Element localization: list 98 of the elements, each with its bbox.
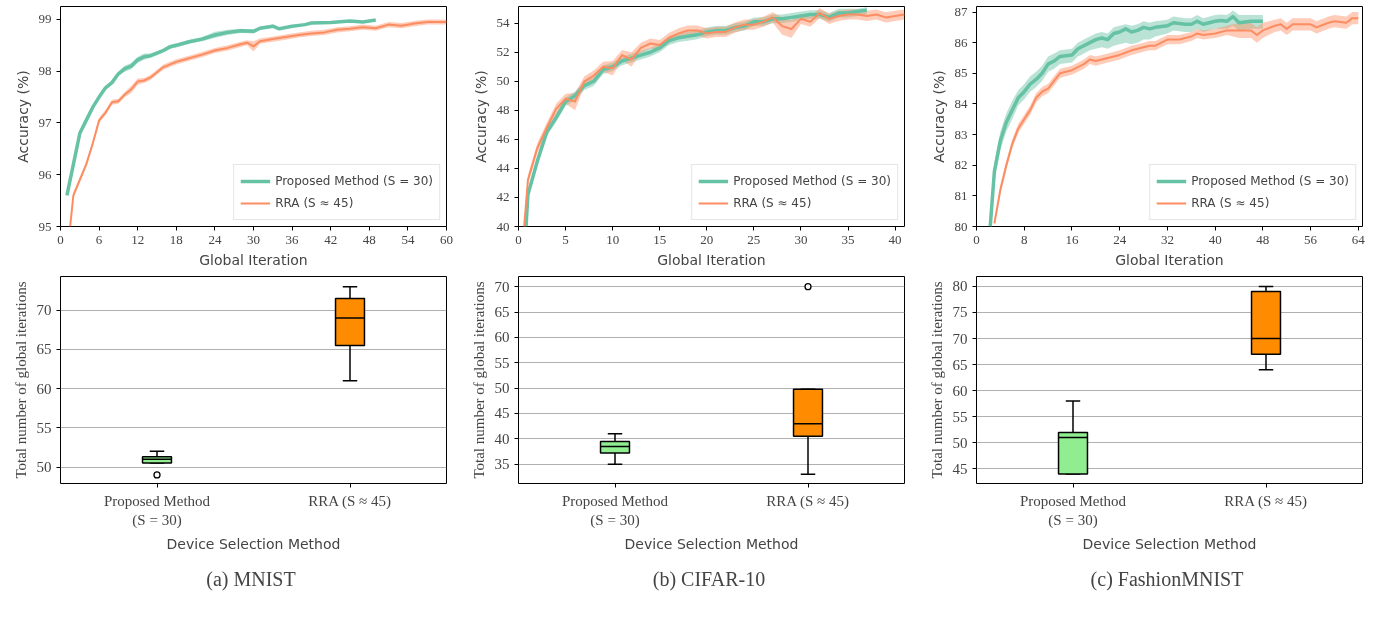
text: (c) FashionMNIST: [1090, 567, 1244, 591]
x-tick-label: 54: [401, 231, 415, 247]
y-tick-label: 65: [36, 341, 52, 358]
x-tick-label: 10: [606, 231, 620, 247]
x-tick-label: RRA (S ≈ 45): [766, 492, 850, 510]
y-axis-title: Accuracy (%): [472, 70, 489, 163]
x-tick-label: 56: [1304, 231, 1318, 247]
x-axis-title: Global Iteration: [1115, 251, 1224, 268]
x-tick-label: 0: [973, 231, 980, 247]
legend-label: Proposed Method (S = 30): [1191, 174, 1349, 188]
x-axis-title: Device Selection Method: [624, 535, 799, 552]
x-tick-label: 8: [1020, 231, 1028, 247]
x-tick-label: 30: [247, 231, 260, 247]
x-tick-label: 24: [208, 231, 222, 247]
y-axis-title: Total number of global iterations: [12, 281, 29, 479]
y-axis-title: Total number of global iterations: [470, 281, 487, 479]
y-tick-label: 95: [38, 218, 52, 234]
x-tick-label: 64: [1351, 231, 1366, 247]
y-tick-label: 98: [38, 63, 52, 79]
y-tick-label: 42: [496, 189, 510, 205]
x-tick-label: 48: [362, 231, 376, 247]
x-tick-label: 25: [747, 231, 761, 247]
y-tick-label: 50: [494, 380, 510, 397]
x-tick-label: 15: [653, 231, 667, 247]
y-tick-label: 65: [952, 356, 968, 373]
x-tick-label: 12: [131, 231, 145, 247]
y-tick-label: 50: [496, 73, 510, 89]
y-tick-label: 82: [954, 157, 968, 173]
x-tick-label: 0: [515, 231, 522, 247]
y-tick-label: 44: [496, 160, 510, 176]
y-tick-label: 60: [494, 329, 510, 346]
x-tick-label: 40: [1208, 231, 1222, 247]
x-tick-label: 40: [888, 231, 902, 247]
y-tick-label: 55: [952, 408, 968, 425]
y-axis-title: Accuracy (%): [14, 70, 31, 163]
y-tick-label: 54: [496, 15, 510, 31]
x-axis-title: Device Selection Method: [1082, 535, 1257, 552]
legend-label: RRA (S ≈ 45): [275, 196, 354, 210]
text: (a) MNIST: [206, 567, 296, 591]
x-tick-label: RRA (S ≈ 45): [308, 492, 392, 510]
x-tick-label: 5: [562, 231, 569, 247]
x-tick-label: 42: [324, 231, 338, 247]
legend-label: RRA (S ≈ 45): [733, 196, 812, 210]
y-tick-label: 48: [496, 102, 510, 118]
y-tick-label: 85: [954, 65, 968, 81]
x-axis-title: Global Iteration: [199, 251, 308, 268]
y-tick-label: 97: [38, 114, 52, 130]
x-tick-label: 20: [700, 231, 714, 247]
y-tick-label: 60: [952, 382, 968, 399]
x-tick-label: 32: [1160, 231, 1174, 247]
y-tick-label: 40: [494, 430, 510, 447]
y-tick-label: 52: [496, 44, 510, 60]
y-axis-title: Accuracy (%): [930, 70, 947, 163]
y-tick-label: 81: [954, 187, 968, 203]
x-tick-label: 60: [440, 231, 453, 247]
x-axis-title: Device Selection Method: [166, 535, 341, 552]
y-tick-label: 84: [954, 95, 968, 111]
y-tick-label: 87: [954, 4, 968, 20]
x-tick-label: 36: [285, 231, 300, 247]
y-tick-label: 46: [496, 131, 510, 147]
x-tick-label: Proposed Method (S = 30): [103, 492, 211, 529]
y-tick-label: 35: [494, 456, 510, 473]
x-tick-label: Proposed Method (S = 30): [561, 492, 669, 529]
x-tick-label: 6: [95, 231, 103, 247]
y-tick-label: 45: [952, 460, 968, 477]
y-tick-label: 80: [954, 218, 968, 234]
x-tick-label: 35: [841, 231, 855, 247]
y-tick-label: 99: [38, 11, 52, 27]
x-tick-label: 30: [794, 231, 808, 247]
y-tick-label: 45: [494, 405, 510, 422]
text: (b) CIFAR-10: [652, 567, 766, 591]
y-tick-label: 65: [494, 304, 510, 321]
x-tick-label: 0: [57, 231, 64, 247]
legend-label: Proposed Method (S = 30): [275, 174, 433, 188]
x-tick-label: RRA (S ≈ 45): [1224, 492, 1308, 510]
y-tick-label: 55: [36, 419, 52, 436]
y-tick-label: 75: [952, 304, 968, 321]
legend-label: RRA (S ≈ 45): [1191, 196, 1270, 210]
y-tick-label: 60: [36, 380, 52, 397]
y-tick-label: 83: [954, 126, 968, 142]
y-tick-label: 55: [494, 354, 510, 371]
x-tick-label: 48: [1256, 231, 1270, 247]
y-tick-label: 86: [954, 34, 968, 50]
x-tick-label: 24: [1113, 231, 1127, 247]
x-tick-label: 18: [169, 231, 183, 247]
x-tick-label: 16: [1065, 231, 1079, 247]
y-tick-label: 96: [38, 166, 52, 182]
y-tick-label: 70: [952, 330, 968, 347]
y-tick-label: 50: [952, 434, 968, 451]
x-axis-title: Global Iteration: [657, 251, 766, 268]
x-tick-label: Proposed Method (S = 30): [1019, 492, 1127, 529]
y-tick-label: 80: [952, 278, 968, 295]
legend-label: Proposed Method (S = 30): [733, 174, 891, 188]
y-tick-label: 40: [496, 218, 510, 234]
y-tick-label: 70: [494, 278, 510, 295]
y-tick-label: 50: [36, 459, 52, 476]
y-axis-title: Total number of global iterations: [928, 281, 945, 479]
y-tick-label: 70: [36, 302, 52, 319]
